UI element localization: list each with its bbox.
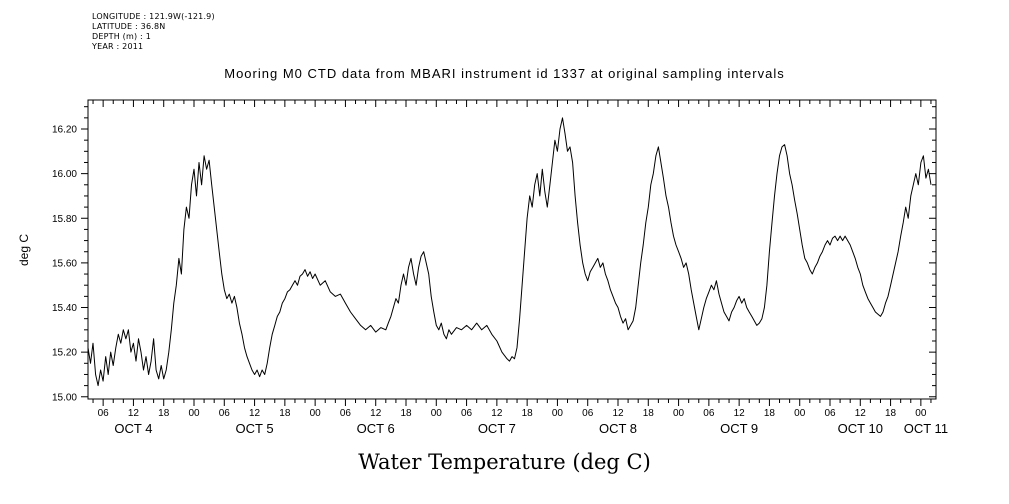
x-tick-label: 00 (188, 408, 200, 419)
x-tick-label: 12 (370, 408, 382, 419)
metadata-block: LONGITUDE : 121.9W(-121.9) LATITUDE : 36… (92, 12, 215, 52)
x-axis-title: Water Temperature (deg C) (358, 450, 651, 474)
x-tick-label: 06 (461, 408, 473, 419)
x-tick-label: 00 (431, 408, 443, 419)
x-tick-label: 12 (249, 408, 261, 419)
x-tick-label: 18 (400, 408, 412, 419)
x-tick-label: 06 (219, 408, 231, 419)
x-tick-label: 12 (855, 408, 867, 419)
x-tick-label: 12 (612, 408, 624, 419)
x-tick-label: 06 (98, 408, 110, 419)
x-tick-label: 18 (885, 408, 897, 419)
x-tick-label: 00 (794, 408, 806, 419)
day-label: OCT 6 (357, 421, 395, 436)
y-tick-label: 16.20 (52, 125, 77, 136)
plot-frame (87, 99, 937, 400)
meta-depth: DEPTH (m) : 1 (92, 32, 151, 41)
x-tick-label: 12 (734, 408, 746, 419)
day-label: OCT 8 (599, 421, 637, 436)
x-tick-label: 12 (491, 408, 503, 419)
x-tick-label: 06 (340, 408, 352, 419)
y-tick-label: 15.20 (52, 348, 77, 359)
x-tick-label: 00 (310, 408, 322, 419)
x-tick-label: 18 (522, 408, 534, 419)
x-tick-label: 06 (824, 408, 836, 419)
meta-latitude: LATITUDE : 36.8N (92, 22, 166, 31)
y-tick-label: 15.80 (52, 214, 77, 225)
x-tick-label: 06 (703, 408, 715, 419)
y-tick-label: 15.00 (52, 392, 77, 403)
day-label: OCT 4 (114, 421, 152, 436)
meta-year: YEAR : 2011 (92, 42, 144, 51)
temperature-series-line (87, 117, 932, 387)
x-tick-label: 18 (643, 408, 655, 419)
x-tick-label: 12 (128, 408, 140, 419)
x-tick-label: 18 (279, 408, 291, 419)
day-label: OCT 11 (904, 421, 948, 436)
x-tick-label: 06 (582, 408, 594, 419)
y-tick-label: 16.00 (52, 169, 77, 180)
x-tick-label: 00 (673, 408, 685, 419)
x-tick-label: 00 (552, 408, 564, 419)
y-tick-label: 15.40 (52, 303, 77, 314)
meta-longitude: LONGITUDE : 121.9W(-121.9) (92, 12, 215, 21)
chart-title: Mooring M0 CTD data from MBARI instrumen… (224, 66, 785, 81)
x-tick-label: 00 (915, 408, 927, 419)
day-label: OCT 9 (720, 421, 758, 436)
day-label: OCT 7 (478, 421, 516, 436)
y-tick-label: 15.60 (52, 258, 77, 269)
day-label: OCT 10 (838, 421, 883, 436)
day-label: OCT 5 (236, 421, 274, 436)
x-tick-label: 18 (158, 408, 170, 419)
x-tick-label: 18 (764, 408, 776, 419)
